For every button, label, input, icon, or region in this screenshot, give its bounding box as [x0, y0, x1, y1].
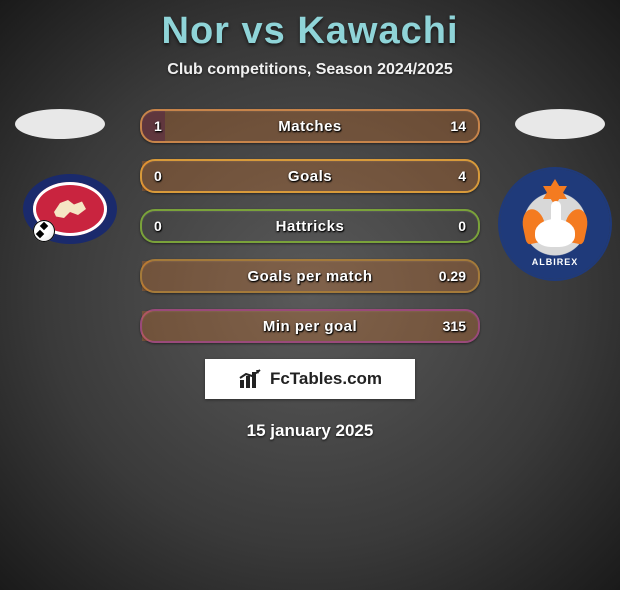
player-silhouette-right — [515, 109, 605, 139]
stat-row: 1 Matches 14 — [140, 109, 480, 143]
stat-label: Matches — [278, 118, 342, 135]
stat-value-left: 1 — [154, 118, 162, 134]
stat-label: Goals per match — [247, 268, 372, 285]
swan-icon — [525, 203, 585, 253]
stat-row: Min per goal 315 — [140, 309, 480, 343]
football-icon — [33, 220, 55, 242]
bar-chart-icon — [238, 368, 264, 390]
dragon-icon — [50, 194, 90, 224]
page-title: Nor vs Kawachi — [0, 10, 620, 53]
team-logo-left — [20, 169, 120, 249]
stat-label: Min per goal — [263, 318, 357, 335]
comparison-panel: ALBIREX 1 Matches 14 0 Goals 4 0 Hattricks 0 Goal… — [0, 109, 620, 441]
page-subtitle: Club competitions, Season 2024/2025 — [0, 61, 620, 79]
stat-value-right: 315 — [443, 318, 466, 334]
player-silhouette-left — [15, 109, 105, 139]
stat-row: 0 Goals 4 — [140, 159, 480, 193]
stat-label: Goals — [288, 168, 332, 185]
team-logo-right: ALBIREX — [500, 169, 610, 279]
brand-badge: FcTables.com — [205, 359, 415, 399]
crest-right: ALBIREX — [500, 169, 610, 279]
stats-bars: 1 Matches 14 0 Goals 4 0 Hattricks 0 Goals per ma… — [140, 109, 480, 343]
brand-text: FcTables.com — [270, 369, 382, 389]
stat-value-right: 4 — [458, 168, 466, 184]
stat-value-left: 0 — [154, 168, 162, 184]
stat-label: Hattricks — [276, 218, 345, 235]
stat-row: Goals per match 0.29 — [140, 259, 480, 293]
stat-value-right: 0 — [458, 218, 466, 234]
crest-right-label: ALBIREX — [532, 257, 579, 267]
stat-value-right: 0.29 — [439, 268, 466, 284]
star-icon — [543, 179, 567, 199]
stat-value-right: 14 — [450, 118, 466, 134]
date-label: 15 january 2025 — [0, 421, 620, 441]
crest-left — [23, 174, 117, 244]
stat-row: 0 Hattricks 0 — [140, 209, 480, 243]
stat-value-left: 0 — [154, 218, 162, 234]
